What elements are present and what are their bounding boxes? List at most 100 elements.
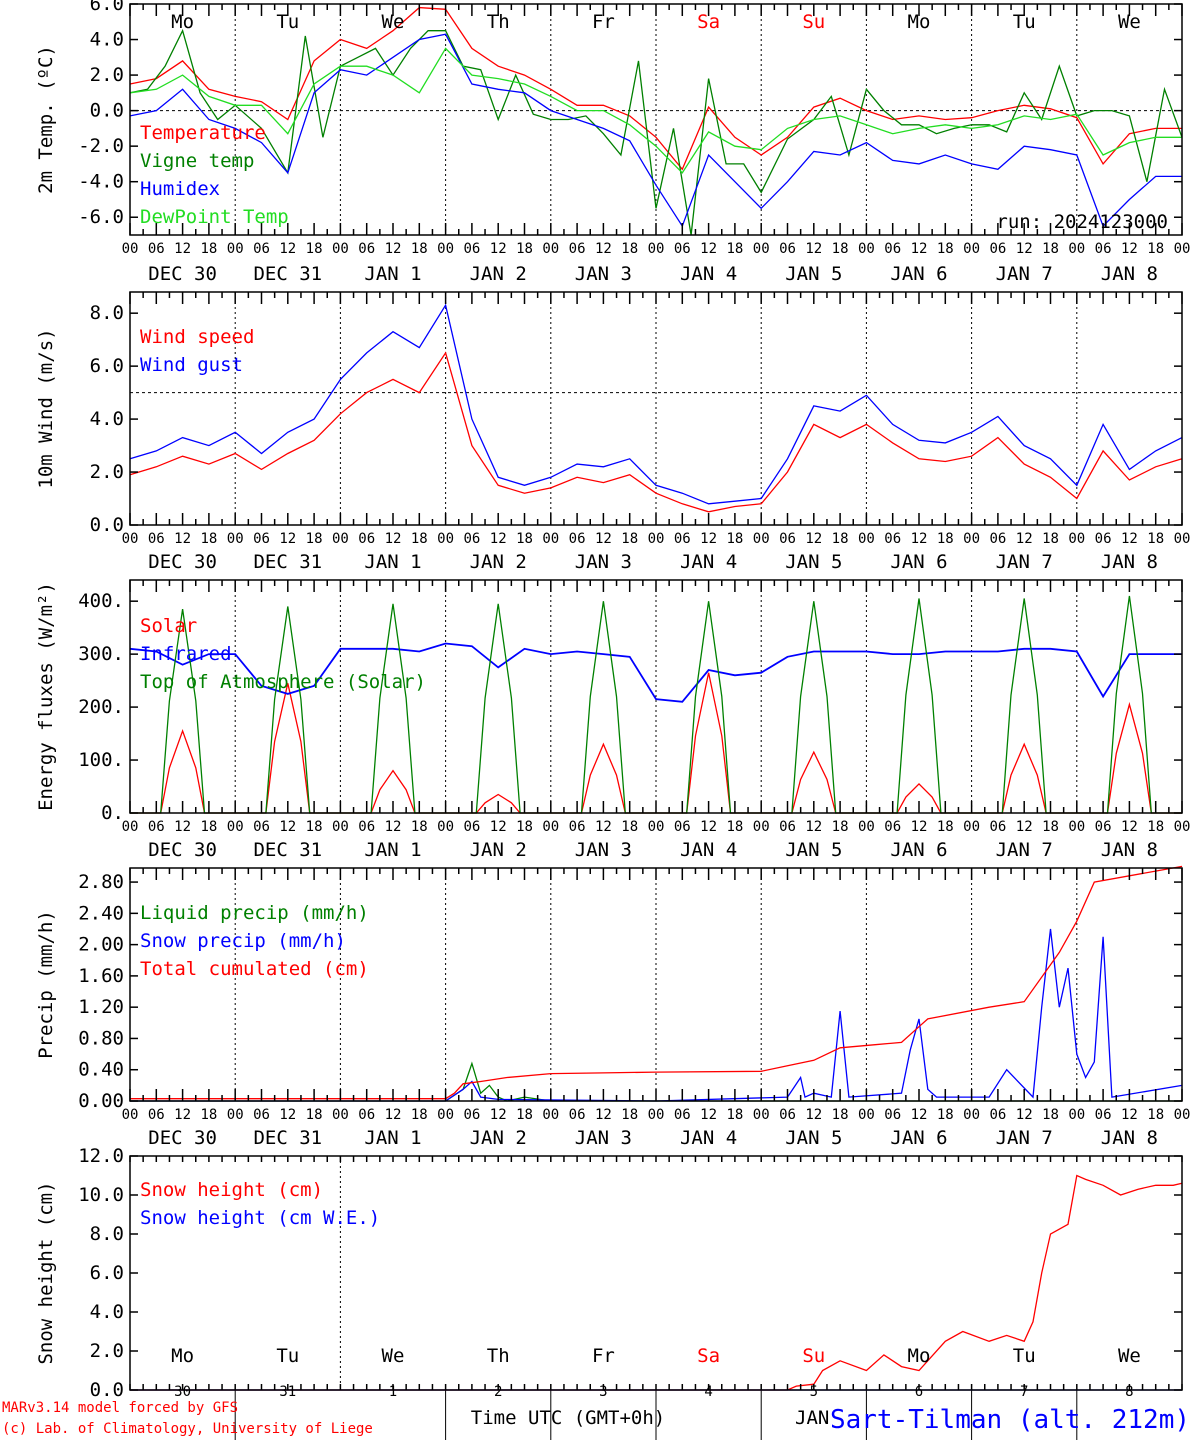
- hour-tick-label: 06: [463, 241, 480, 257]
- hour-tick-label: 06: [148, 241, 165, 257]
- hour-tick-label: 00: [332, 1107, 349, 1123]
- hour-tick-label: 18: [621, 531, 638, 547]
- legend-entry: Snow height (cm): [140, 1179, 323, 1201]
- weekday-label: Fr: [592, 11, 615, 33]
- hour-tick-label: 18: [306, 819, 323, 835]
- hour-tick-label: 18: [832, 1107, 849, 1123]
- grid-layer: [130, 4, 1182, 1440]
- hour-tick-label: 12: [595, 1107, 612, 1123]
- hour-tick-label: 00: [858, 241, 875, 257]
- hour-tick-label: 18: [726, 819, 743, 835]
- legend-entry: Infrared: [140, 643, 232, 665]
- hour-tick-label: 06: [989, 531, 1006, 547]
- y-tick-label: 6.0: [90, 1262, 124, 1284]
- y-tick-label: 100.: [78, 749, 124, 771]
- hour-tick-label: 12: [911, 1107, 928, 1123]
- date-label: JAN 7: [996, 1127, 1053, 1149]
- hour-tick-label: 06: [463, 819, 480, 835]
- hour-tick-label: 18: [726, 531, 743, 547]
- date-label: JAN 1: [364, 263, 421, 285]
- legend-entry: Humidex: [140, 178, 220, 200]
- hour-tick-label: 12: [700, 819, 717, 835]
- hour-tick-label: 18: [937, 531, 954, 547]
- hour-tick-label: 18: [1042, 531, 1059, 547]
- hour-tick-label: 00: [1174, 241, 1191, 257]
- hour-tick-label: 06: [253, 531, 270, 547]
- hour-tick-label: 18: [516, 531, 533, 547]
- date-label: DEC 31: [253, 263, 322, 285]
- hour-tick-label: 12: [805, 819, 822, 835]
- date-label: JAN 4: [680, 263, 737, 285]
- y-tick-label: -4.0: [78, 171, 124, 193]
- hour-tick-label: 12: [1016, 1107, 1033, 1123]
- legend-entry: Total cumulated (cm): [140, 958, 369, 980]
- hour-tick-label: 12: [174, 1107, 191, 1123]
- hour-tick-label: 12: [279, 1107, 296, 1123]
- date-label: JAN 7: [996, 839, 1053, 861]
- hour-tick-label: 00: [1174, 1107, 1191, 1123]
- hour-tick-label: 12: [1121, 241, 1138, 257]
- weekday-label: We: [1118, 1345, 1141, 1367]
- hour-tick-label: 18: [411, 531, 428, 547]
- y-axis-label: Precip (mm/h): [35, 910, 57, 1059]
- hour-tick-label: 06: [148, 1107, 165, 1123]
- hour-tick-label: 06: [358, 241, 375, 257]
- weekday-label: Sa: [697, 11, 720, 33]
- hour-tick-label: 00: [332, 819, 349, 835]
- date-label: JAN 7: [996, 551, 1053, 573]
- date-label: JAN 7: [996, 263, 1053, 285]
- hour-tick-label: 18: [516, 241, 533, 257]
- hour-tick-label: 00: [648, 819, 665, 835]
- weekday-label: Mo: [171, 11, 194, 33]
- hour-tick-label: 00: [963, 241, 980, 257]
- hour-tick-label: 12: [385, 241, 402, 257]
- y-tick-label: 4.0: [90, 1301, 124, 1323]
- hour-tick-label: 18: [411, 819, 428, 835]
- hour-tick-label: 18: [832, 531, 849, 547]
- legend-entry: Wind gust: [140, 354, 243, 376]
- hour-tick-label: 18: [200, 531, 217, 547]
- hour-tick-label: 12: [1016, 241, 1033, 257]
- hour-tick-label: 00: [227, 1107, 244, 1123]
- weekday-label: Su: [802, 11, 825, 33]
- hour-tick-label: 06: [1095, 241, 1112, 257]
- date-label: JAN 6: [890, 839, 947, 861]
- hour-tick-label: 12: [385, 531, 402, 547]
- y-tick-label: 8.0: [90, 302, 124, 324]
- hour-tick-label: 18: [516, 1107, 533, 1123]
- hour-tick-label: 06: [358, 1107, 375, 1123]
- hour-tick-label: 06: [253, 241, 270, 257]
- y-tick-label: 2.00: [78, 934, 124, 956]
- hour-tick-label: 00: [437, 1107, 454, 1123]
- hour-tick-label: 12: [1121, 1107, 1138, 1123]
- hour-tick-label: 12: [279, 241, 296, 257]
- model-credit: MARv3.14 model forced by GFS: [2, 1400, 238, 1416]
- hour-tick-label: 18: [306, 1107, 323, 1123]
- hour-tick-label: 00: [1068, 1107, 1085, 1123]
- hour-tick-label: 12: [595, 819, 612, 835]
- hour-tick-label: 00: [542, 241, 559, 257]
- day-number-label: 2: [494, 1384, 502, 1400]
- y-tick-label: 2.40: [78, 902, 124, 924]
- day-number-label: 1: [389, 1384, 397, 1400]
- hour-tick-label: 00: [753, 531, 770, 547]
- hour-tick-label: 18: [937, 819, 954, 835]
- hour-tick-label: 06: [884, 1107, 901, 1123]
- y-tick-label: 1.20: [78, 996, 124, 1018]
- y-tick-label: 0.00: [78, 1090, 124, 1112]
- station-label: Sart-Tilman (alt. 212m): [830, 1405, 1190, 1435]
- hour-tick-label: 18: [516, 819, 533, 835]
- hour-tick-label: 12: [174, 819, 191, 835]
- series-line: [130, 1174, 1183, 1391]
- date-label: JAN 3: [575, 839, 632, 861]
- time-axis-label: Time UTC (GMT+0h): [471, 1407, 665, 1429]
- date-label: JAN 6: [890, 263, 947, 285]
- legend-entry: Wind speed: [140, 326, 254, 348]
- hour-tick-label: 00: [437, 819, 454, 835]
- hour-tick-label: 18: [1147, 241, 1164, 257]
- date-label: JAN 1: [364, 1127, 421, 1149]
- date-label: DEC 30: [148, 263, 217, 285]
- weekday-label: We: [382, 11, 405, 33]
